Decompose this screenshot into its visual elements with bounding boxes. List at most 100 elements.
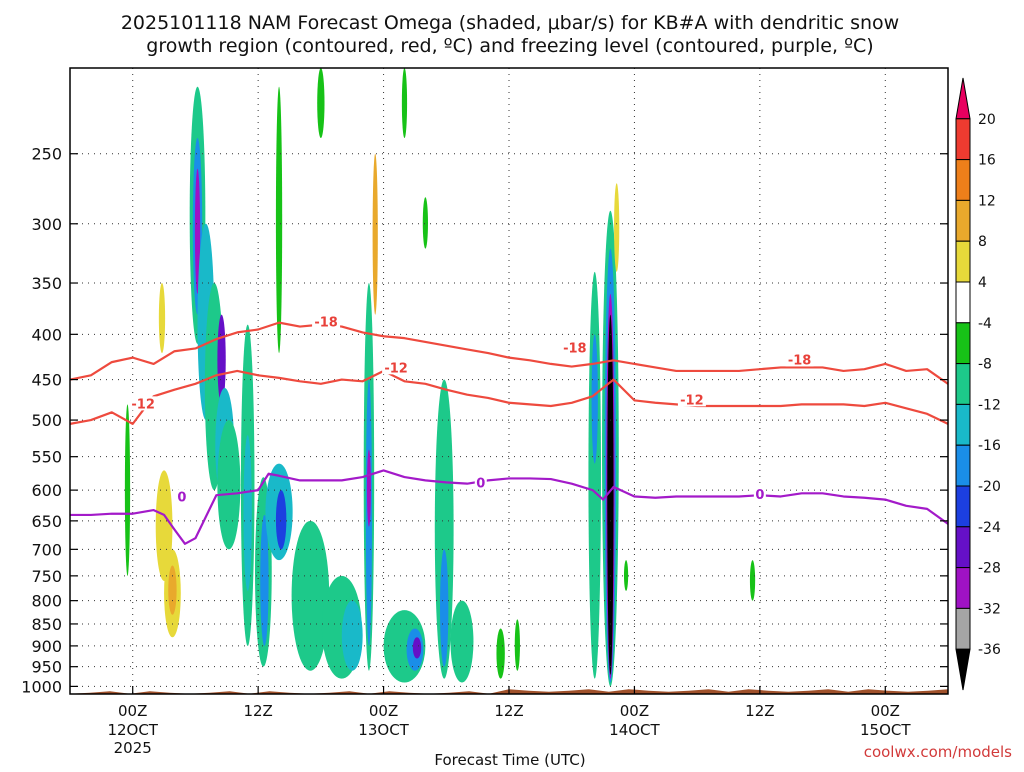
colorbar-label-0: 20 [978,112,996,128]
colorbar-seg-0 [955,77,971,120]
y-tick-label-300: 300 [31,215,62,234]
omega-cell-31 [275,86,283,354]
omega-cell-35 [588,271,601,679]
isotherm-minus18-label-1: -18 [563,341,587,356]
isotherm-minus18-label-bg-1 [560,340,589,355]
colorbar-label-2: 12 [978,193,996,209]
isotherm-minus12-label-1: -12 [384,361,408,376]
isotherm-zero-label-bg-0 [175,489,188,504]
colorbar-seg-9 [955,444,971,487]
colorbar-label-10: -24 [978,520,1001,536]
isotherm-zero-line [70,469,948,545]
grid-lines [70,68,948,694]
colorbar-label-7: -12 [978,397,1001,413]
colorbar-seg-2 [955,159,971,201]
chart-title-line2: growth region (contoured, red, ºC) and f… [146,35,873,57]
omega-cell-18 [291,520,330,671]
isotherm-minus12-label-bg-0 [129,396,158,411]
x-tick-label-36: 12Z [494,702,523,720]
isotherm-zero-label-2: 0 [755,488,764,503]
x-tick-label-72: 00Z [871,702,900,720]
isotherm-minus18-label-0: -18 [314,316,338,331]
isotherm-zero-label-bg-2 [753,487,766,502]
colorbar-seg-10 [955,485,971,528]
omega-cell-34 [514,619,520,671]
colorbar-seg-13 [955,607,971,650]
colorbar-seg-1 [955,118,971,161]
colorbar-seg-8 [955,403,971,446]
omega-cell-29 [440,549,449,667]
temperature-contours: -18 -18 -18 -12 -12 -12 0 0 0 [70,314,948,545]
y-tick-label-1000: 1000 [21,677,62,696]
isotherm-zero-label-bg-1 [474,475,487,490]
chart-title-line1: 2025101118 NAM Forecast Omega (shaded, μ… [121,12,899,34]
colorbar-seg-12 [955,567,971,609]
x-tick-label-48: 00Z [620,702,649,720]
omega-cell-20 [341,600,363,671]
isotherm-minus12-line [70,369,948,425]
omega-cell-33 [496,628,505,679]
isotherm-minus18-label-2: -18 [788,353,812,368]
x-tick-year-0: 2025 [114,739,152,757]
y-tick-label-700: 700 [31,540,62,559]
omega-cell-42 [623,560,629,591]
axes: 250 300 350 400 450 500 550 600 650 700 750 800 850 9… [21,145,948,757]
isotherm-minus12-label-bg-1 [382,360,411,375]
y-tick-label-600: 600 [31,481,62,500]
omega-cell-40 [607,314,614,675]
omega-shading [124,68,756,687]
colorbar-label-5: -4 [978,316,992,332]
colorbar-label-9: -20 [978,479,1001,495]
isotherm-minus18-label-bg-2 [785,352,814,367]
isotherm-minus12-label-bg-2 [677,392,706,407]
colorbar-label-1: 16 [978,153,996,169]
omega-cell-8 [158,283,166,354]
isotherm-zero-label-0: 0 [177,491,186,506]
x-tick-label-24: 00Z [369,702,398,720]
omega-cell-46 [422,197,428,249]
isotherm-minus18-label-bg-0 [312,314,341,329]
y-tick-label-750: 750 [31,567,62,586]
omega-cell-30 [450,600,474,683]
omega-cell-36 [591,334,598,464]
omega-cell-27 [412,637,422,659]
isotherm-zero-label-1: 0 [476,477,485,492]
omega-cell-11 [168,565,177,615]
colorbar-seg-6 [955,322,971,365]
colorbar-label-13: -36 [978,642,1001,658]
y-tick-label-400: 400 [31,325,62,344]
x-tick-label-12: 12Z [243,702,272,720]
omega-cell-28 [434,379,454,679]
omega-cell-24 [372,153,378,315]
colorbar-label-6: -8 [978,357,992,373]
omega-cell-44 [124,404,131,576]
x-tick-date-48: 14OCT [609,721,660,739]
isotherm-minus18-line [70,321,948,385]
omega-cell-23 [366,449,371,527]
colorbar-seg-5 [955,281,971,324]
x-tick-date-0: 12OCT [107,721,158,739]
isotherm-minus12-label-2: -12 [680,393,704,408]
credit-text: coolwx.com/models [864,743,1012,761]
colorbar-label-4: 4 [978,275,987,291]
omega-cell-45 [401,68,408,139]
x-axis-label: Forecast Time (UTC) [434,751,585,768]
colorbar-label-12: -32 [978,601,1001,617]
omega-cell-7 [217,420,241,550]
omega-cell-2 [194,168,201,294]
x-tick-date-72: 15OCT [860,721,911,739]
x-tick-label-0: 00Z [118,702,147,720]
y-tick-label-450: 450 [31,371,62,390]
colorbar-seg-3 [955,199,971,242]
y-tick-label-900: 900 [31,637,62,656]
y-tick-label-850: 850 [31,615,62,634]
omega-cell-43 [749,560,756,601]
y-tick-label-250: 250 [31,145,62,164]
y-tick-label-950: 950 [31,658,62,677]
y-tick-label-650: 650 [31,512,62,531]
colorbar-label-3: 8 [978,234,987,250]
omega-cell-41 [614,183,620,272]
colorbar-label-11: -28 [978,561,1001,577]
y-tick-label-500: 500 [31,411,62,430]
